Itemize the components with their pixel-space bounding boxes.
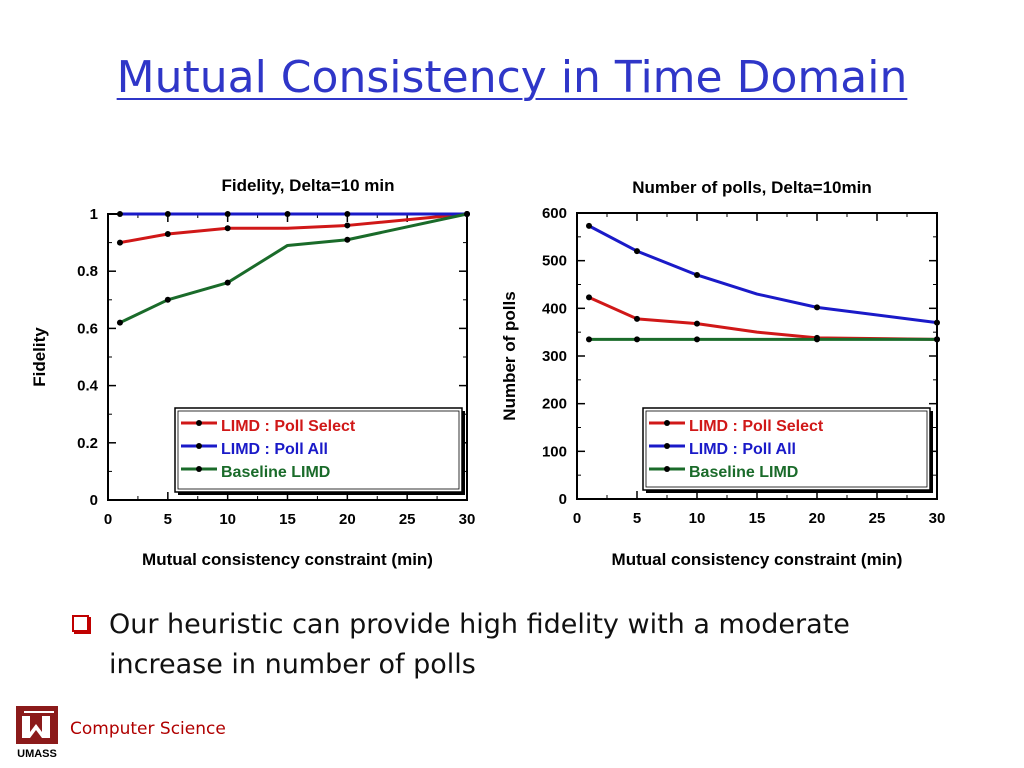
x-tick-label: 25 xyxy=(399,511,416,528)
y-tick-label: 1 xyxy=(90,206,98,223)
legend-marker xyxy=(664,443,670,449)
x-axis-label: Mutual consistency constraint (min) xyxy=(612,550,903,569)
x-tick-label: 25 xyxy=(869,510,886,527)
y-tick-label: 300 xyxy=(542,348,567,365)
logo-text: UMASS xyxy=(17,748,57,760)
y-tick-label: 400 xyxy=(542,300,567,317)
data-point xyxy=(224,225,231,232)
data-point xyxy=(934,319,940,326)
chart-title: Number of polls, Delta=10min xyxy=(632,178,871,197)
data-point xyxy=(344,222,351,229)
data-point xyxy=(116,239,123,246)
umass-logo-icon: UMASS xyxy=(16,706,58,760)
y-axis-label: Number of polls xyxy=(500,291,519,420)
data-point xyxy=(224,279,231,286)
chart-title: Fidelity, Delta=10 min xyxy=(221,176,394,195)
y-tick-label: 200 xyxy=(542,396,567,413)
legend-label: Baseline LIMD xyxy=(689,464,798,481)
x-tick-label: 10 xyxy=(689,510,706,527)
x-tick-label: 5 xyxy=(164,511,172,528)
legend-marker xyxy=(196,443,202,449)
data-point xyxy=(284,211,291,217)
legend-marker xyxy=(664,420,670,426)
data-point xyxy=(164,296,171,303)
y-axis-label: Fidelity xyxy=(30,327,49,387)
legend-marker xyxy=(196,466,202,472)
y-tick-label: 0.2 xyxy=(77,435,98,452)
x-tick-label: 20 xyxy=(809,510,826,527)
bullet-box-icon xyxy=(72,615,89,632)
x-tick-label: 30 xyxy=(459,511,476,528)
legend-inner-border xyxy=(177,410,460,490)
legend-marker xyxy=(196,420,202,426)
data-point xyxy=(694,336,700,343)
data-point xyxy=(814,336,820,343)
data-point xyxy=(694,320,700,327)
data-point xyxy=(934,336,940,343)
legend-label: LIMD : Poll All xyxy=(221,441,328,458)
y-tick-label: 0.8 xyxy=(77,263,98,280)
legend-box xyxy=(174,407,463,493)
series-line-0 xyxy=(119,212,468,245)
legend-marker xyxy=(664,466,670,472)
y-tick-label: 0.6 xyxy=(77,320,98,337)
data-point xyxy=(634,336,640,343)
x-tick-label: 0 xyxy=(573,510,581,527)
fidelity-chart: Fidelity, Delta=10 min Mutual consistency… xyxy=(30,176,476,569)
x-tick-label: 0 xyxy=(104,511,112,528)
y-tick-label: 0.4 xyxy=(77,378,99,395)
data-point xyxy=(116,211,123,217)
legend-label: LIMD : Poll All xyxy=(689,441,796,458)
legend-box xyxy=(642,407,931,491)
y-tick-label: 100 xyxy=(542,443,567,460)
legend-label: LIMD : Poll Select xyxy=(221,418,356,435)
y-tick-label: 0 xyxy=(90,492,98,509)
y-tick-label: 500 xyxy=(542,253,567,270)
x-tick-label: 5 xyxy=(633,510,641,527)
legend-label: Baseline LIMD xyxy=(221,464,330,481)
data-point xyxy=(586,294,592,301)
series-line-0 xyxy=(588,296,938,341)
x-tick-label: 10 xyxy=(219,511,236,528)
series-line-2 xyxy=(119,212,468,325)
data-point xyxy=(116,319,123,326)
data-point xyxy=(586,222,592,229)
data-point xyxy=(634,248,640,255)
x-tick-label: 30 xyxy=(929,510,946,527)
data-point xyxy=(344,211,351,217)
data-point xyxy=(634,315,640,322)
data-point xyxy=(344,236,351,243)
x-tick-label: 15 xyxy=(749,510,766,527)
data-point xyxy=(814,304,820,311)
series-line-1 xyxy=(588,224,938,325)
y-tick-label: 0 xyxy=(559,491,567,508)
bullet-text: Our heuristic can provide high fidelity … xyxy=(109,609,850,680)
data-point xyxy=(224,211,231,217)
polls-chart: Number of polls, Delta=10min Mutual consi… xyxy=(500,178,946,569)
y-tick-label: 600 xyxy=(542,205,567,222)
data-point xyxy=(464,211,470,217)
data-point xyxy=(164,231,171,238)
data-point xyxy=(694,271,700,278)
data-point xyxy=(164,211,171,217)
legend-label: LIMD : Poll Select xyxy=(689,418,824,435)
x-tick-label: 20 xyxy=(339,511,356,528)
footer-label: Computer Science xyxy=(70,719,226,739)
x-tick-label: 15 xyxy=(279,511,296,528)
bullet-item: Our heuristic can provide high fidelity … xyxy=(72,605,892,685)
x-axis-label: Mutual consistency constraint (min) xyxy=(142,550,433,569)
data-point xyxy=(586,336,592,343)
slide-title: Mutual Consistency in Time Domain xyxy=(116,52,908,103)
legend-inner-border xyxy=(645,410,928,488)
